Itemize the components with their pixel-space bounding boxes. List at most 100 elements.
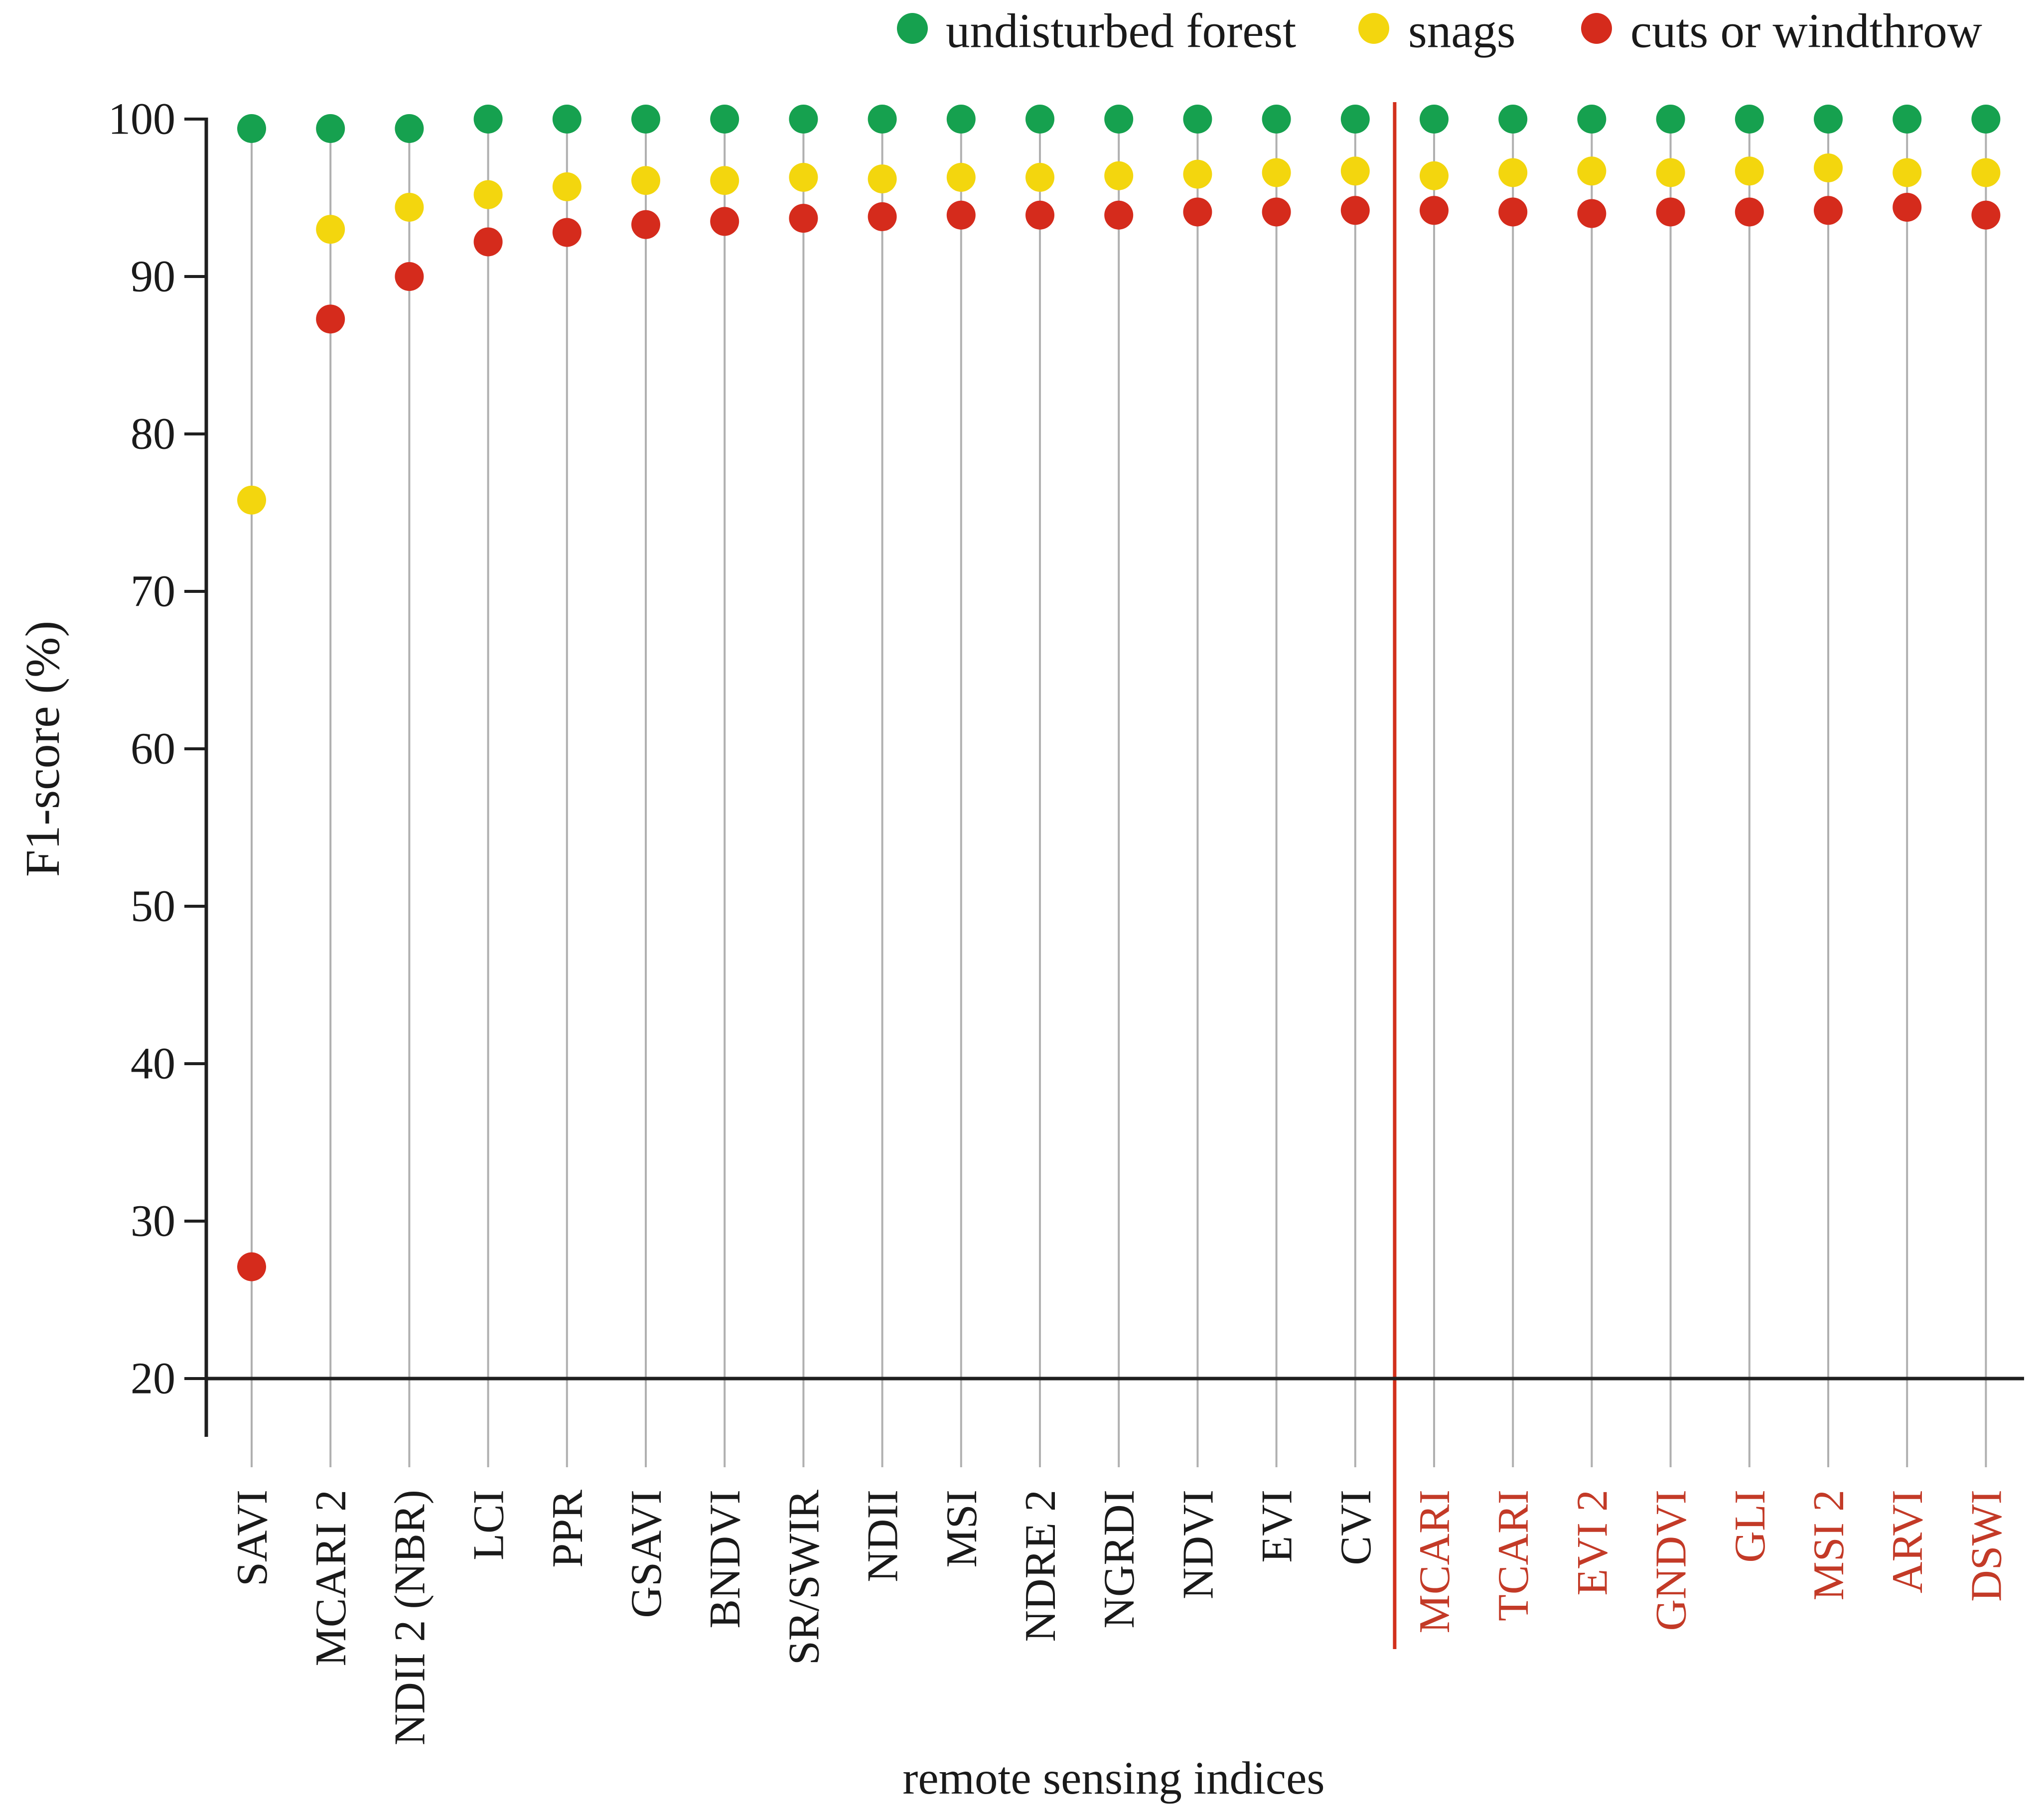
y-axis-title: F1-score (%) [16, 621, 70, 877]
dot-undisturbed-forest [1340, 105, 1370, 134]
dot-undisturbed-forest [316, 114, 345, 143]
y-tick-label: 100 [108, 95, 175, 144]
y-tick-label: 20 [131, 1354, 175, 1403]
dot-undisturbed-forest [1104, 105, 1134, 134]
dot-cuts-or-windthrow [1971, 200, 2001, 230]
dot-undisturbed-forest [1735, 105, 1764, 134]
dot-cuts-or-windthrow [1814, 196, 1843, 225]
dot-snags [868, 164, 897, 194]
dot-snags [316, 215, 345, 244]
dot-cuts-or-windthrow [631, 210, 660, 239]
dot-snags [631, 166, 660, 195]
dot-snags [552, 172, 582, 201]
dot-cuts-or-windthrow [1420, 196, 1449, 225]
dot-snags [1814, 153, 1843, 182]
x-category-label: NDII [859, 1490, 907, 1582]
dot-cuts-or-windthrow [1262, 197, 1291, 227]
dot-cuts-or-windthrow [237, 1252, 266, 1281]
dot-snags [1262, 158, 1291, 187]
x-category-label: TCARI [1489, 1490, 1538, 1621]
dot-undisturbed-forest [868, 105, 897, 134]
x-category-label: MCARI 2 [307, 1490, 355, 1667]
dot-undisturbed-forest [1498, 105, 1528, 134]
dot-cuts-or-windthrow [395, 262, 424, 291]
legend-dot-undisturbed-forest [897, 13, 928, 44]
legend-label-undisturbed-forest: undisturbed forest [946, 4, 1296, 58]
dot-undisturbed-forest [1262, 105, 1291, 134]
dot-snags [1971, 158, 2001, 187]
y-tick-label: 40 [131, 1039, 175, 1089]
dot-snags [1025, 162, 1054, 192]
x-category-label: EVI 2 [1568, 1490, 1616, 1596]
x-category-label: CVI [1332, 1490, 1380, 1565]
dot-cuts-or-windthrow [789, 204, 818, 233]
dot-undisturbed-forest [1577, 105, 1606, 134]
legend-dot-cuts-or-windthrow [1581, 13, 1612, 44]
x-category-label: MSI [938, 1490, 986, 1568]
dot-cuts-or-windthrow [1735, 197, 1764, 227]
dot-undisturbed-forest [946, 105, 976, 134]
x-category-label: ARVI [1884, 1490, 1932, 1593]
dot-snags [1420, 161, 1449, 190]
dot-cuts-or-windthrow [1183, 197, 1212, 227]
legend-dot-snags [1358, 13, 1389, 44]
y-tick-label: 60 [131, 724, 175, 774]
x-category-label: MCARI [1411, 1490, 1459, 1634]
dot-snags [1340, 156, 1370, 186]
x-axis-title: remote sensing indices [902, 1753, 1324, 1804]
dot-undisturbed-forest [1025, 105, 1054, 134]
y-tick-label: 90 [131, 252, 175, 301]
y-tick-label: 30 [131, 1197, 175, 1246]
x-category-label: LCI [465, 1490, 513, 1560]
plot-area: 100 90 80 70 60 50 40 30 20 SAVI MCARI 2 NDII 2 (NB… [108, 95, 2024, 1745]
dot-undisturbed-forest [552, 105, 582, 134]
dot-cuts-or-windthrow [473, 227, 503, 257]
dot-snags [1577, 156, 1606, 186]
dot-undisturbed-forest [1971, 105, 2001, 134]
dot-cuts-or-windthrow [1104, 200, 1134, 230]
dot-undisturbed-forest [1183, 105, 1212, 134]
x-category-label: GNDVI [1647, 1490, 1696, 1631]
dot-undisturbed-forest [473, 105, 503, 134]
legend-label-snags: snags [1408, 4, 1516, 58]
x-category-label: DSWI [1962, 1490, 2011, 1602]
dot-undisturbed-forest [710, 105, 739, 134]
dot-snags [946, 162, 976, 192]
dot-cuts-or-windthrow [1025, 200, 1054, 230]
x-category-label: NDII 2 (NBR) [386, 1490, 434, 1745]
x-category-label: NGRDI [1095, 1490, 1144, 1629]
dot-undisturbed-forest [395, 114, 424, 143]
dot-undisturbed-forest [1814, 105, 1843, 134]
x-category-label: GLI [1726, 1490, 1774, 1563]
dot-cuts-or-windthrow [1340, 196, 1370, 225]
x-category-label: NDVI [1174, 1490, 1222, 1599]
y-tick-label: 70 [131, 567, 175, 616]
x-category-label: BNDVI [701, 1490, 749, 1629]
dot-cuts-or-windthrow [1893, 192, 1922, 222]
dot-cuts-or-windthrow [1656, 197, 1685, 227]
dot-undisturbed-forest [237, 114, 266, 143]
dot-undisturbed-forest [631, 105, 660, 134]
y-tick-label: 50 [131, 882, 175, 931]
dot-cuts-or-windthrow [868, 202, 897, 231]
dot-cuts-or-windthrow [710, 207, 739, 236]
dot-snags [789, 162, 818, 192]
dot-cuts-or-windthrow [316, 304, 345, 334]
dot-snags [1656, 158, 1685, 187]
dot-snags [473, 180, 503, 209]
dot-undisturbed-forest [1893, 105, 1922, 134]
y-tick-label: 80 [131, 410, 175, 459]
dot-snags [1498, 158, 1528, 187]
dot-cuts-or-windthrow [552, 218, 582, 247]
dot-snags [1893, 158, 1922, 187]
x-category-label: PPR [544, 1490, 592, 1568]
x-category-label: GSAVI [622, 1490, 671, 1618]
dot-undisturbed-forest [1420, 105, 1449, 134]
dot-snags [1735, 156, 1764, 186]
dot-snags [1104, 161, 1134, 190]
x-category-label: EVI [1253, 1490, 1302, 1563]
x-category-label: SR/SWIR [780, 1490, 828, 1665]
dot-undisturbed-forest [1656, 105, 1685, 134]
